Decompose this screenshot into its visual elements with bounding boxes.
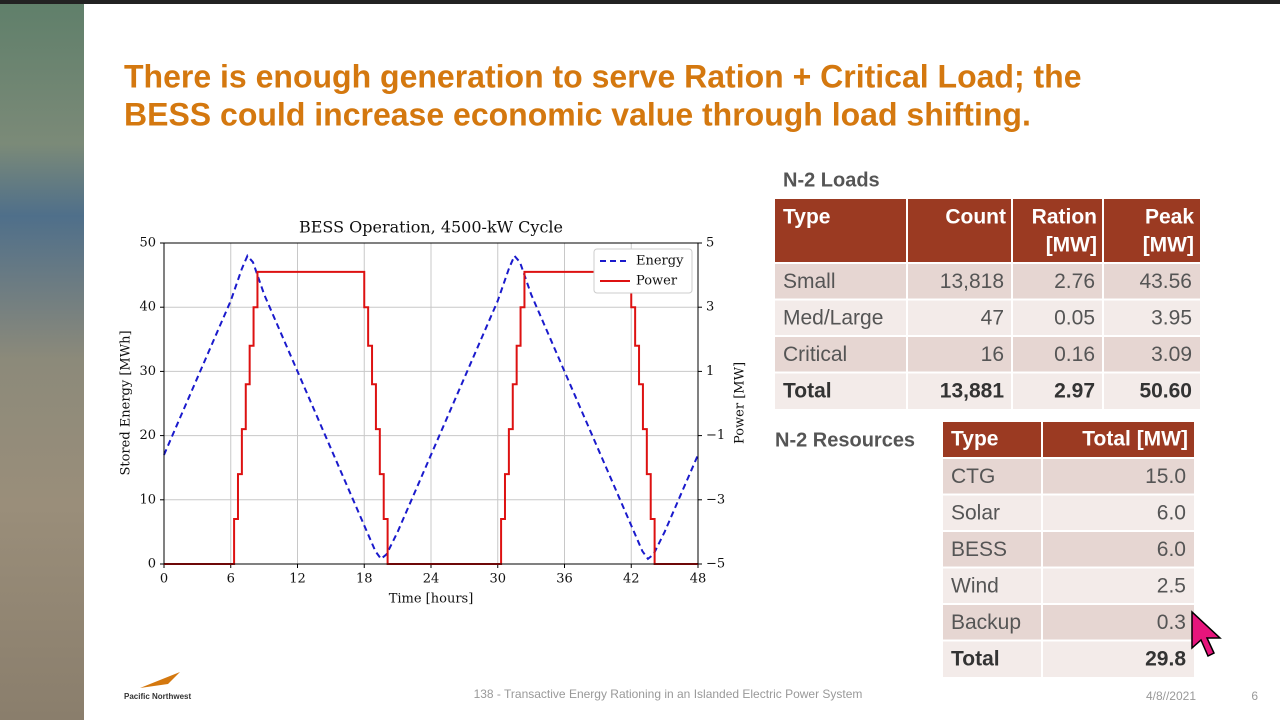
y-tick-label: 50 bbox=[139, 236, 156, 251]
table-caption: N-2 Loads bbox=[783, 169, 880, 191]
slide-title: There is enough generation to serve Rati… bbox=[124, 58, 1082, 94]
table-row bbox=[775, 299, 1200, 336]
table-row bbox=[775, 263, 1200, 300]
logo-mark bbox=[140, 672, 180, 688]
table-header-cell: Count bbox=[945, 206, 1006, 229]
table-cell: 13,818 bbox=[940, 270, 1004, 293]
table-cell: 6.0 bbox=[1157, 538, 1186, 561]
aerial-photo bbox=[0, 0, 84, 720]
table-header bbox=[943, 422, 1194, 458]
logo-text: Pacific Northwest bbox=[124, 692, 191, 701]
table-row bbox=[943, 531, 1194, 568]
table-row bbox=[943, 640, 1194, 677]
x-tick-label: 48 bbox=[690, 572, 707, 587]
table-cell: CTG bbox=[951, 465, 995, 488]
y-tick-label: 30 bbox=[139, 364, 156, 379]
table-row bbox=[943, 567, 1194, 604]
table-cell: 6.0 bbox=[1157, 501, 1186, 524]
y2-tick-label: 5 bbox=[706, 236, 714, 251]
table-row bbox=[775, 372, 1200, 409]
table-header-cell: Peak bbox=[1145, 206, 1194, 229]
table-cell: 15.0 bbox=[1145, 465, 1186, 488]
table-cell: 29.8 bbox=[1145, 647, 1186, 670]
table-cell: 0.16 bbox=[1054, 343, 1095, 366]
top-border bbox=[0, 0, 1280, 4]
table-header-cell: Type bbox=[783, 206, 830, 229]
x-tick-label: 18 bbox=[356, 572, 373, 587]
y2-tick-label: −3 bbox=[706, 492, 725, 507]
y-tick-label: 10 bbox=[139, 492, 156, 507]
table-header-cell: Type bbox=[951, 428, 998, 451]
table-cell: 0.3 bbox=[1157, 611, 1186, 634]
footer-text: 138 - Transactive Energy Rationing in an… bbox=[474, 687, 863, 701]
table-cell: Small bbox=[783, 270, 836, 293]
table-cell: 3.95 bbox=[1151, 306, 1192, 329]
x-tick-label: 24 bbox=[423, 572, 440, 587]
table-cell: Backup bbox=[951, 611, 1021, 634]
table-cell: 2.97 bbox=[1054, 379, 1095, 402]
table-cell: Total bbox=[951, 647, 1000, 670]
y2-tick-label: −5 bbox=[706, 557, 725, 572]
table-cell: 47 bbox=[981, 306, 1004, 329]
legend-label: Energy bbox=[636, 254, 684, 269]
y-tick-label: 20 bbox=[139, 428, 156, 443]
table-cell: Total bbox=[783, 379, 832, 402]
legend-label: Power bbox=[636, 274, 678, 289]
x-tick-label: 36 bbox=[556, 572, 573, 587]
table-cell: Med/Large bbox=[783, 306, 883, 329]
y-tick-label: 40 bbox=[139, 300, 156, 315]
series-line bbox=[163, 253, 699, 561]
x-tick-label: 42 bbox=[623, 572, 640, 587]
x-axis-label: Time [hours] bbox=[389, 592, 474, 607]
x-tick-label: 30 bbox=[489, 572, 506, 587]
y2-tick-label: 3 bbox=[706, 300, 714, 315]
y2-axis-label: Power [MW] bbox=[733, 362, 748, 444]
table-cell: 3.09 bbox=[1151, 343, 1192, 366]
table-header-cell: [MW] bbox=[1143, 234, 1194, 257]
y2-tick-label: 1 bbox=[706, 364, 714, 379]
plot-frame bbox=[163, 242, 699, 565]
table-cell: Critical bbox=[783, 343, 847, 366]
y-tick-label: 0 bbox=[148, 557, 156, 572]
slide-title: BESS could increase economic value throu… bbox=[124, 96, 1031, 132]
table-cell: 43.56 bbox=[1139, 270, 1192, 293]
table-header-cell: Ration bbox=[1032, 206, 1097, 229]
x-tick-label: 0 bbox=[160, 572, 168, 587]
table-row bbox=[775, 336, 1200, 373]
table-header-cell: Total [MW] bbox=[1082, 428, 1188, 451]
table-cell: 13,881 bbox=[940, 379, 1005, 402]
table-cell: Wind bbox=[951, 574, 999, 597]
table-cell: 0.05 bbox=[1054, 306, 1095, 329]
footer-date: 4/8//2021 bbox=[1146, 689, 1196, 703]
table-caption: N-2 Resources bbox=[775, 429, 915, 451]
y2-tick-label: −1 bbox=[706, 428, 725, 443]
x-tick-label: 12 bbox=[289, 572, 306, 587]
table-cell: 2.5 bbox=[1157, 574, 1186, 597]
table-header bbox=[775, 199, 1200, 263]
table-cell: 16 bbox=[981, 343, 1004, 366]
table-header-cell: [MW] bbox=[1046, 234, 1097, 257]
table-cell: BESS bbox=[951, 538, 1007, 561]
table-row bbox=[943, 494, 1194, 531]
table-cell: Solar bbox=[951, 501, 1000, 524]
table-cell: 50.60 bbox=[1139, 379, 1192, 402]
x-tick-label: 6 bbox=[227, 572, 235, 587]
page-number: 6 bbox=[1251, 689, 1258, 703]
y-axis-label: Stored Energy [MWh] bbox=[119, 330, 134, 475]
table-row bbox=[943, 604, 1194, 641]
chart-title: BESS Operation, 4500-kW Cycle bbox=[299, 218, 563, 237]
table-cell: 2.76 bbox=[1054, 270, 1095, 293]
mouse-cursor bbox=[1191, 610, 1222, 658]
table-row bbox=[943, 458, 1194, 495]
